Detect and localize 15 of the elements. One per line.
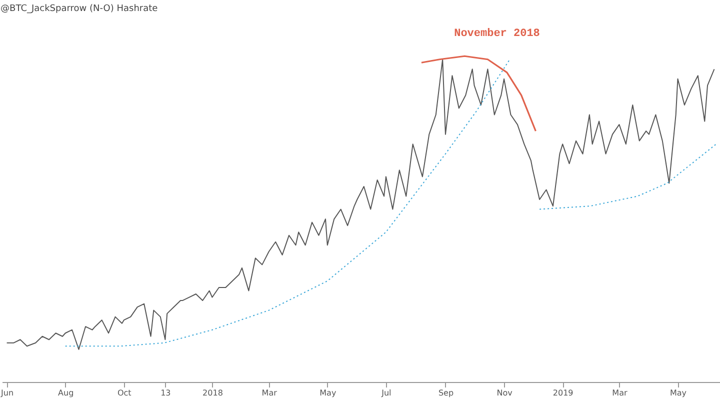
x-tick-label: Mar (612, 388, 628, 398)
x-tick-label: Jul (380, 388, 392, 398)
x-tick-label: Jun (0, 388, 14, 398)
x-tick-label: Mar (262, 388, 278, 398)
x-tick-label: Sep (438, 388, 454, 398)
x-tick-label: May (670, 388, 687, 398)
text: November 2018 (454, 28, 540, 40)
x-tick-label: Nov (496, 388, 513, 398)
x-tick-label: Aug (58, 388, 74, 398)
x-tick-label: Oct (117, 388, 132, 398)
chart-title: @BTC_JackSparrow (N-O) Hashrate (0, 4, 158, 14)
x-tick-label: 2019 (552, 388, 574, 398)
x-tick-label: 2018 (202, 388, 223, 398)
x-tick-label: May (320, 388, 336, 398)
x-tick-label: 13 (160, 388, 171, 398)
